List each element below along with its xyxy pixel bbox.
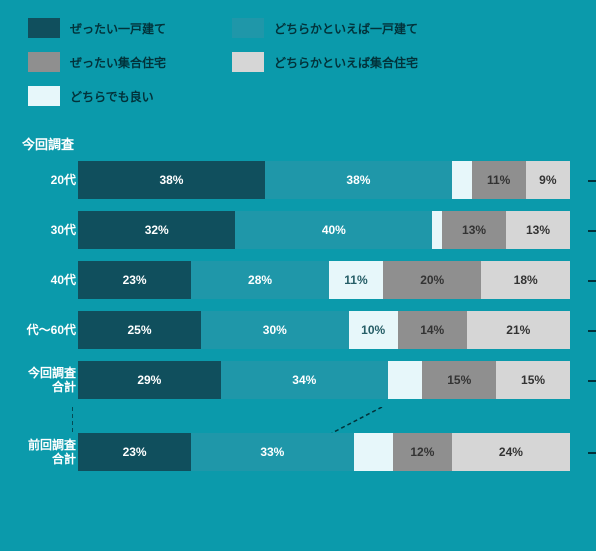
bar-segment: 38%	[265, 161, 452, 199]
legend-item-0: ぜったい一戸建て	[28, 18, 208, 38]
legend-label: ぜったい集合住宅	[70, 54, 166, 71]
row-label: 前回調査 合計	[0, 433, 82, 471]
legend-swatch	[232, 18, 264, 38]
row-label: 30代	[0, 211, 82, 249]
bar-segment: 13%	[506, 211, 570, 249]
bar-segment: 23%	[78, 433, 191, 471]
row-tick	[588, 380, 596, 382]
bar-row: 20代38%38%11%9%	[78, 161, 596, 199]
bar-segment: 40%	[235, 211, 432, 249]
legend: ぜったい一戸建て どちらかといえば一戸建て ぜったい集合住宅 どちらかといえば集合住…	[0, 0, 596, 128]
bar-segment: 14%	[398, 311, 467, 349]
bar-segment: 38%	[78, 161, 265, 199]
bar-segment: 20%	[383, 261, 481, 299]
legend-row-3: どちらでも良い	[28, 86, 586, 106]
legend-item-4: どちらでも良い	[28, 86, 208, 106]
legend-label: どちらかといえば集合住宅	[274, 54, 418, 71]
legend-item-3: どちらかといえば集合住宅	[232, 52, 418, 72]
bar-segment: 12%	[393, 433, 452, 471]
bar-segment: 21%	[467, 311, 570, 349]
row-separator	[78, 411, 596, 433]
row-label: 20代	[0, 161, 82, 199]
bar: 29%34% 15%15%	[78, 361, 570, 399]
bar-segment: 33%	[191, 433, 353, 471]
row-label: 40代	[0, 261, 82, 299]
bar-segment: 25%	[78, 311, 201, 349]
stacked-bar-chart: 20代38%38%11%9%30代32%40%13%13%40代23%28%11…	[0, 161, 596, 471]
bar-segment: 15%	[496, 361, 570, 399]
bar-segment: 24%	[452, 433, 570, 471]
bar-segment: 29%	[78, 361, 221, 399]
legend-label: どちらでも良い	[70, 88, 154, 105]
bar-row: 代〜60代25%30%10%14%21%	[78, 311, 596, 349]
bar-segment	[354, 433, 393, 471]
bar-segment: 23%	[78, 261, 191, 299]
bar: 23%33% 12%24%	[78, 433, 570, 471]
bar: 25%30%10%14%21%	[78, 311, 570, 349]
bar-row: 前回調査 合計23%33%12%24%	[78, 433, 596, 471]
bar: 23%28%11%20%18%	[78, 261, 570, 299]
bar-segment: 9%	[526, 161, 570, 199]
bar-segment: 28%	[191, 261, 329, 299]
bar-segment: 30%	[201, 311, 349, 349]
bar-segment	[432, 211, 442, 249]
row-label: 代〜60代	[0, 311, 82, 349]
row-tick	[588, 330, 596, 332]
bar-segment	[452, 161, 472, 199]
bar-segment: 34%	[221, 361, 388, 399]
row-label: 今回調査 合計	[0, 361, 82, 399]
bar-segment: 11%	[329, 261, 383, 299]
bar-segment: 32%	[78, 211, 235, 249]
bar-row: 30代32%40%13%13%	[78, 211, 596, 249]
bar: 38%38% 11%9%	[78, 161, 570, 199]
legend-item-2: ぜったい集合住宅	[28, 52, 208, 72]
legend-swatch	[232, 52, 264, 72]
bar-row: 今回調査 合計29%34%15%15%	[78, 361, 596, 399]
row-tick	[588, 280, 596, 282]
legend-item-1: どちらかといえば一戸建て	[232, 18, 418, 38]
bar-row: 40代23%28%11%20%18%	[78, 261, 596, 299]
row-tick	[588, 230, 596, 232]
legend-label: ぜったい一戸建て	[70, 20, 166, 37]
bar-segment: 13%	[442, 211, 506, 249]
legend-row-2: ぜったい集合住宅 どちらかといえば集合住宅	[28, 52, 586, 72]
bar-segment: 18%	[481, 261, 570, 299]
row-tick	[588, 452, 596, 454]
row-tick	[588, 180, 596, 182]
bar-segment: 10%	[349, 311, 398, 349]
legend-swatch	[28, 18, 60, 38]
legend-label: どちらかといえば一戸建て	[274, 20, 418, 37]
bar: 32%40% 13%13%	[78, 211, 570, 249]
bar-segment: 11%	[472, 161, 526, 199]
legend-swatch	[28, 52, 60, 72]
chart-title: 今回調査	[0, 128, 596, 161]
bar-segment	[388, 361, 422, 399]
legend-swatch	[28, 86, 60, 106]
bar-segment: 15%	[422, 361, 496, 399]
legend-row-1: ぜったい一戸建て どちらかといえば一戸建て	[28, 18, 586, 38]
